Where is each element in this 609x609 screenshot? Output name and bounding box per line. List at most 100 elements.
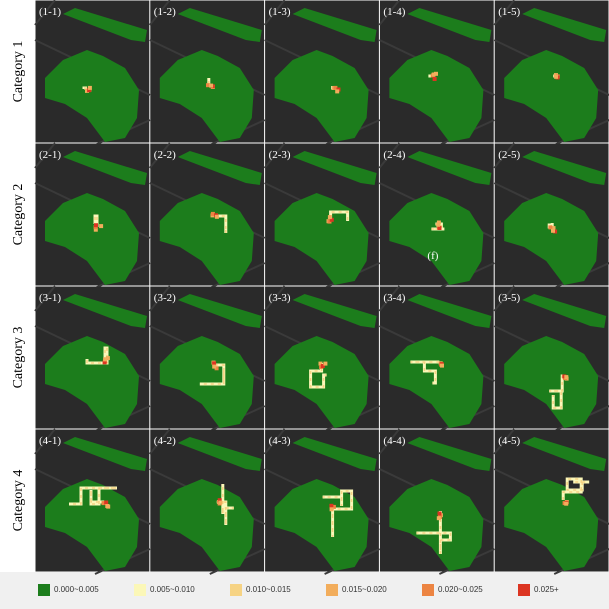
- land: [504, 336, 599, 428]
- hotspot: [437, 511, 442, 516]
- trail-core: [562, 478, 590, 500]
- map-panel: (4-5): [493, 428, 609, 575]
- hotspot: [431, 72, 436, 77]
- river-island: [292, 294, 377, 328]
- land: [389, 479, 484, 571]
- land: [45, 336, 139, 428]
- land: [389, 193, 484, 285]
- land: [159, 479, 254, 571]
- panel-label: (3-5): [498, 292, 520, 304]
- land: [159, 193, 254, 285]
- hotspot: [434, 71, 438, 76]
- hotspot: [105, 504, 110, 508]
- trail-core: [199, 364, 225, 385]
- hotspot: [327, 219, 332, 224]
- hotspot: [436, 220, 441, 225]
- river-island: [407, 437, 492, 471]
- hotspot: [331, 504, 336, 509]
- hotspot: [102, 360, 107, 365]
- hotspot: [218, 500, 223, 505]
- river-island: [522, 8, 607, 42]
- river-island: [63, 8, 147, 42]
- legend-swatch: [134, 584, 146, 596]
- map-panel: (1-1): [34, 0, 151, 146]
- legend-swatch: [422, 584, 434, 596]
- river-island: [177, 8, 262, 42]
- panel-label: (4-4): [383, 435, 405, 447]
- legend-label: 0.015~0.020: [342, 585, 387, 594]
- trail-core: [549, 375, 564, 409]
- map-panel: (1-5): [493, 0, 609, 146]
- row-label: Category 1: [11, 41, 26, 103]
- row-label: Category 2: [11, 184, 26, 246]
- legend-swatch: [38, 584, 50, 596]
- panel-label: (1-2): [154, 6, 176, 18]
- hotspot: [212, 361, 217, 366]
- legend-swatch: [518, 584, 530, 596]
- land: [504, 193, 599, 285]
- river-island: [177, 294, 262, 328]
- hotspot: [329, 507, 334, 512]
- hotspot: [99, 224, 104, 229]
- map-panel: (2-5): [493, 142, 609, 289]
- hotspot: [103, 357, 108, 362]
- panel-label: (4-3): [269, 435, 291, 447]
- trail-core: [83, 87, 87, 89]
- hotspot: [551, 226, 556, 231]
- legend-swatch: [326, 584, 338, 596]
- row-label: Category 4: [11, 470, 26, 532]
- legend-swatch: [230, 584, 242, 596]
- hotspot: [93, 227, 98, 232]
- hotspot: [333, 85, 338, 90]
- hotspot: [554, 74, 559, 79]
- trail-core: [416, 511, 452, 554]
- hotspot: [217, 498, 222, 503]
- panel-label: (4-5): [498, 435, 520, 447]
- map-panel: (2-4) (f): [378, 142, 495, 289]
- hotspot: [209, 83, 214, 88]
- panel-label: (2-2): [154, 149, 176, 161]
- river-island: [407, 151, 492, 185]
- land: [389, 50, 484, 142]
- hotspot: [94, 223, 98, 228]
- hotspot: [335, 89, 340, 94]
- panel-label: (3-3): [269, 292, 291, 304]
- panel-label: (1-4): [383, 6, 405, 18]
- map-panel: (4-1): [34, 428, 151, 575]
- river-island: [63, 437, 147, 471]
- panel-label: (1-3): [269, 6, 291, 18]
- panel-label: (3-1): [39, 292, 61, 304]
- map-panel: (2-2): [149, 142, 266, 289]
- hotspot: [564, 375, 569, 380]
- land: [274, 193, 369, 285]
- hotspot: [329, 503, 334, 508]
- legend-background: [0, 572, 609, 609]
- map-panel: (4-2): [149, 428, 266, 575]
- hotspot: [329, 217, 334, 222]
- trail-core: [69, 487, 117, 505]
- hotspot: [105, 356, 110, 361]
- hotspot: [564, 501, 569, 506]
- land: [45, 479, 139, 571]
- river-island: [292, 8, 377, 42]
- hotspot: [437, 226, 442, 230]
- hotspot: [87, 85, 92, 90]
- hotspot: [551, 228, 555, 233]
- hotspot: [101, 501, 106, 506]
- panel-label: (3-4): [383, 292, 405, 304]
- annotation: (f): [427, 250, 438, 262]
- panel-label: (2-4): [383, 149, 405, 161]
- panel-label: (1-5): [498, 6, 520, 18]
- map-panel: (2-3): [263, 142, 381, 289]
- hotspot: [214, 214, 219, 219]
- river-island: [292, 437, 377, 471]
- map-panel: (1-2): [149, 0, 266, 146]
- map-panel: (3-3): [263, 285, 381, 432]
- river-island: [407, 8, 492, 42]
- hotspot: [562, 374, 567, 379]
- hotspot: [85, 88, 89, 93]
- hotspot: [318, 361, 323, 366]
- hotspot: [436, 516, 441, 521]
- river-island: [177, 151, 262, 185]
